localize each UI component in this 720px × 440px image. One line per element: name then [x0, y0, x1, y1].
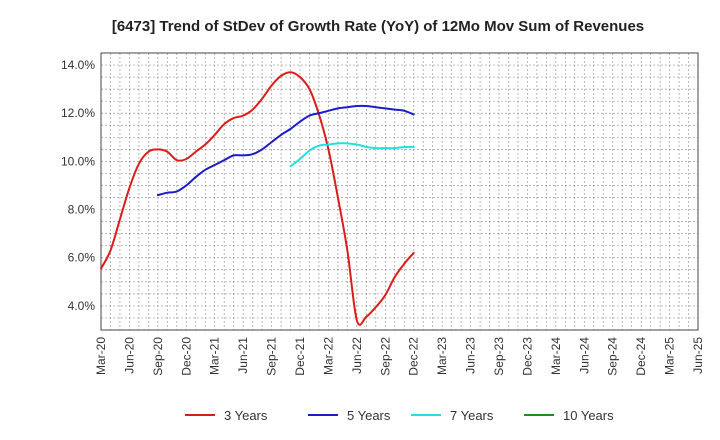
x-tick-label: Jun-22 [350, 337, 364, 374]
plot-frame [100, 52, 699, 331]
y-tick-label: 8.0% [68, 203, 96, 217]
x-tick-label: Sep-20 [151, 337, 165, 376]
series-line-3-years [100, 71, 415, 326]
x-tick-label: Mar-22 [321, 337, 335, 375]
x-tick-label: Sep-24 [606, 337, 620, 376]
x-tick-label: Jun-23 [464, 337, 478, 374]
x-tick-label: Jun-25 [691, 337, 705, 374]
x-tick-label: Sep-23 [492, 337, 506, 376]
series-lines [100, 71, 415, 326]
x-tick-label: Jun-24 [577, 337, 591, 374]
legend-label-5-years: 5 Years [347, 408, 391, 423]
y-tick-label: 14.0% [61, 58, 95, 72]
y-tick-label: 10.0% [61, 154, 95, 168]
x-tick-label: Dec-22 [407, 337, 421, 376]
legend-label-3-years: 3 Years [224, 408, 268, 423]
x-tick-label: Mar-25 [663, 337, 677, 375]
grid [100, 52, 699, 331]
x-tick-label: Mar-23 [435, 337, 449, 375]
x-tick-label: Dec-24 [634, 337, 648, 376]
y-tick-label: 12.0% [61, 106, 95, 120]
axes: 4.0% 6.0% 8.0% 10.0% 12.0% 14.0% Mar-20 Jun-20 S… [61, 52, 705, 376]
x-tick-label: Dec-21 [293, 337, 307, 376]
y-tick-label: 6.0% [68, 251, 96, 265]
x-tick-label: Sep-22 [378, 337, 392, 376]
x-tick-label: Mar-21 [208, 337, 222, 375]
legend-label-10-years: 10 Years [563, 408, 614, 423]
x-tick-label: Dec-23 [520, 337, 534, 376]
series-line-7-years [289, 142, 415, 168]
chart-title: [6473] Trend of StDev of Growth Rate (Yo… [112, 18, 644, 35]
x-tick-label: Mar-20 [94, 337, 108, 375]
x-tick-label: Jun-20 [122, 337, 136, 374]
x-tick-label: Dec-20 [179, 337, 193, 376]
legend: 3 Years 5 Years 7 Years 10 Years [185, 408, 614, 423]
legend-label-7-years: 7 Years [450, 408, 494, 423]
y-tick-label: 4.0% [68, 299, 96, 313]
series-line-5-years [156, 104, 415, 197]
x-tick-label: Mar-24 [549, 337, 563, 375]
x-tick-label: Sep-21 [265, 337, 279, 376]
x-tick-label: Jun-21 [236, 337, 250, 374]
